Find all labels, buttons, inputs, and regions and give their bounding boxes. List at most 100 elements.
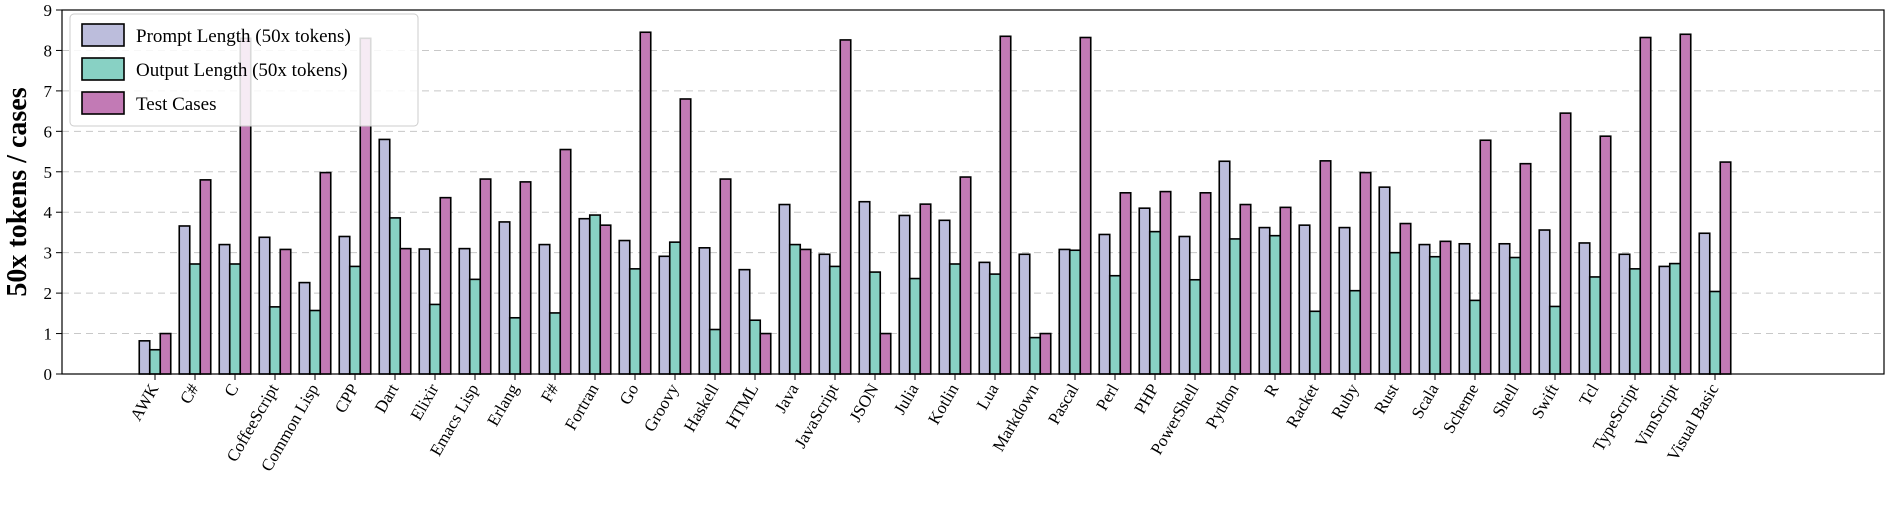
bar — [1018, 253, 1031, 375]
bar — [1628, 268, 1642, 375]
bar — [1468, 299, 1482, 375]
bar — [388, 217, 402, 375]
bar — [1218, 160, 1231, 375]
bar — [679, 98, 692, 375]
bar — [1079, 36, 1092, 375]
bar — [708, 328, 722, 375]
bar — [1458, 242, 1471, 375]
y-tick-label: 2 — [44, 284, 53, 303]
bar — [1159, 190, 1172, 375]
legend-label: Output Length (50x tokens) — [136, 60, 348, 81]
x-tick-label: Go — [616, 381, 643, 408]
bar — [1698, 232, 1711, 375]
legend-label: Prompt Length (50x tokens) — [136, 26, 351, 47]
bar — [428, 303, 442, 375]
bar — [1588, 276, 1602, 375]
bar — [1319, 160, 1332, 375]
bar — [538, 243, 551, 375]
bar — [839, 39, 852, 375]
bar — [1108, 274, 1122, 375]
bar — [1599, 135, 1612, 375]
legend-box — [69, 13, 419, 127]
bar — [1668, 262, 1682, 375]
x-tick-label: Scheme — [1439, 381, 1482, 437]
plot-frame — [61, 9, 1885, 375]
bar — [1708, 290, 1722, 375]
bar — [188, 263, 202, 375]
bar — [1658, 265, 1671, 375]
bar — [268, 306, 282, 375]
bar — [1239, 203, 1252, 375]
x-tick-label: Kotlin — [924, 380, 962, 428]
bar — [458, 247, 471, 375]
bar — [858, 200, 871, 375]
bar — [1719, 161, 1732, 375]
bar — [498, 221, 511, 375]
bar — [879, 332, 892, 375]
bar — [828, 265, 842, 375]
bar — [1618, 253, 1631, 375]
y-tick-label: 6 — [44, 122, 53, 141]
bar — [1479, 139, 1492, 375]
bar — [178, 225, 191, 375]
bar — [298, 281, 311, 375]
x-tick-label: C — [220, 381, 242, 400]
bar — [948, 263, 962, 375]
x-tick-label: Erlang — [483, 380, 522, 429]
bar — [719, 178, 732, 375]
x-tick-label: F# — [537, 380, 563, 405]
bar — [898, 214, 911, 375]
x-tick-label: Rust — [1370, 380, 1402, 417]
bar — [778, 203, 791, 375]
bar — [639, 31, 652, 375]
bar — [988, 273, 1002, 375]
bar — [159, 332, 172, 375]
bar — [868, 271, 882, 375]
y-tick-label: 1 — [44, 325, 53, 344]
x-tick-label: JSON — [846, 381, 883, 426]
x-tick-label: Ruby — [1328, 380, 1363, 422]
bar — [759, 332, 772, 375]
bar — [1338, 226, 1351, 375]
bar — [1578, 242, 1591, 375]
bar — [628, 268, 642, 375]
bar — [1028, 336, 1042, 375]
x-tick-label: Scala — [1408, 380, 1443, 422]
bar — [588, 214, 602, 375]
bar — [1559, 112, 1572, 375]
bar — [1508, 256, 1522, 375]
bar — [1399, 222, 1412, 375]
x-tick-label: Haskell — [680, 380, 723, 435]
x-tick-label: Lua — [973, 380, 1003, 413]
bar — [548, 312, 562, 375]
bar — [1439, 240, 1452, 375]
bar — [258, 236, 271, 375]
x-tick-label: Python — [1202, 380, 1243, 432]
y-tick-label: 8 — [44, 41, 53, 60]
x-tick-label: Racket — [1282, 380, 1322, 431]
bar — [1138, 207, 1151, 375]
bar — [908, 277, 922, 375]
bar — [199, 179, 212, 375]
y-axis: 0 1 2 3 4 5 6 7 8 9 — [44, 1, 62, 384]
bar — [418, 248, 431, 375]
bar — [378, 138, 391, 375]
bar — [668, 241, 682, 375]
bar — [698, 247, 711, 375]
x-tick-label: HTML — [722, 381, 763, 432]
bar — [1348, 289, 1362, 375]
legend: Prompt Length (50x tokens) Output Length … — [69, 13, 419, 127]
x-tick-label: AWK — [126, 380, 162, 424]
x-tick-label: C# — [176, 380, 203, 407]
x-tick-label: Swift — [1528, 380, 1563, 422]
x-tick-label: Shell — [1489, 380, 1523, 420]
bar — [348, 265, 362, 375]
bar — [279, 248, 292, 375]
bar — [228, 263, 242, 375]
bar — [1199, 192, 1212, 375]
bar — [938, 219, 951, 375]
bar — [479, 178, 492, 375]
bar — [578, 217, 591, 375]
bar — [1258, 226, 1271, 375]
